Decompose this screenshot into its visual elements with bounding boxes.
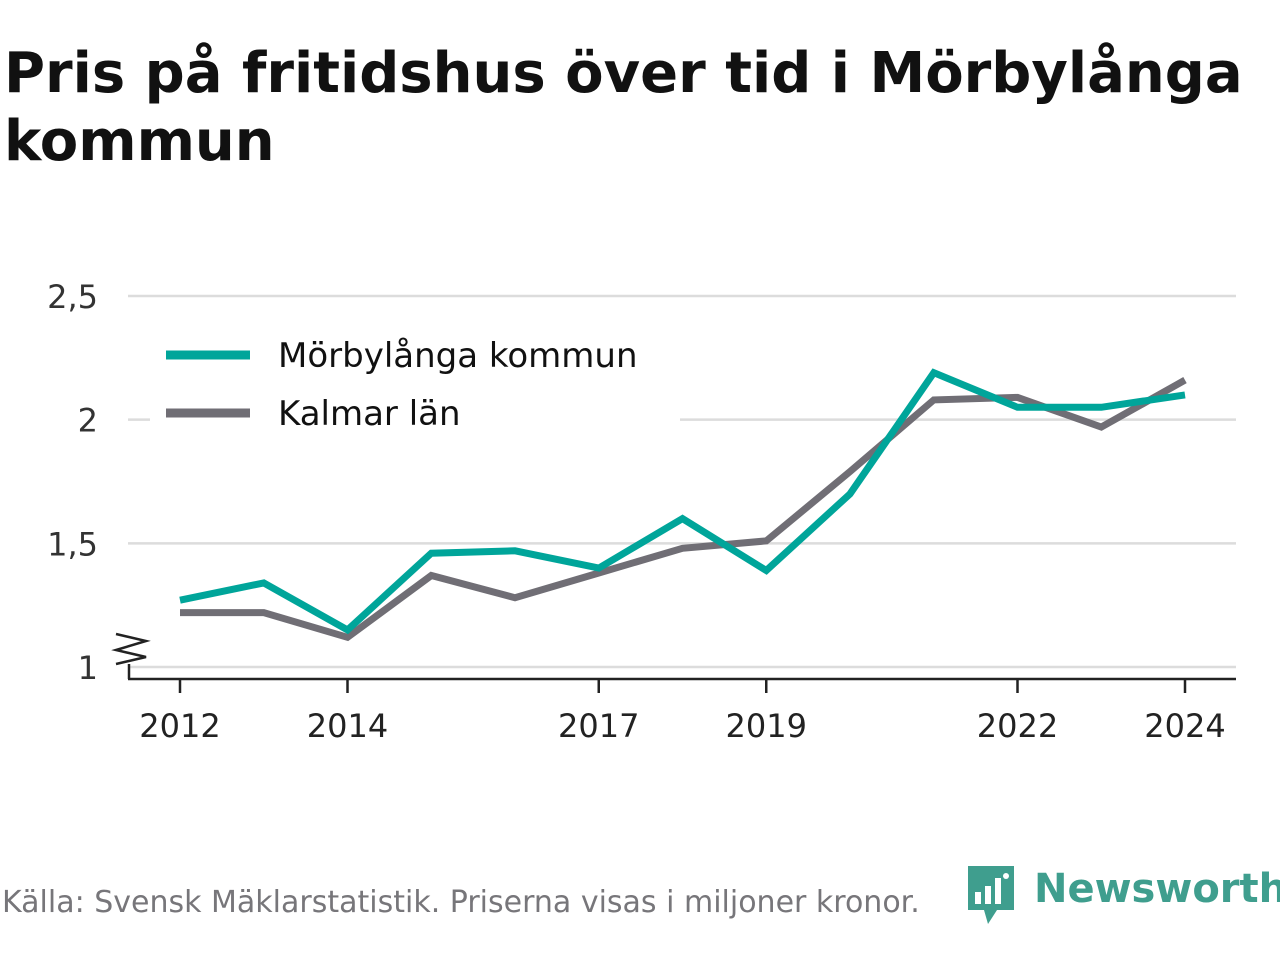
brand-name: Newsworthy bbox=[1034, 866, 1280, 912]
axis-break-icon bbox=[111, 632, 151, 666]
legend-box bbox=[150, 330, 680, 440]
legend-background bbox=[150, 330, 680, 440]
legend-label: Kalmar län bbox=[278, 394, 461, 434]
chart-title: Pris på fritidshus över tid i Mörbylånga… bbox=[4, 41, 1243, 174]
legend: Mörbylånga kommun Kalmar län bbox=[166, 336, 638, 434]
x-tick-label: 2019 bbox=[726, 707, 807, 745]
source-note: Källa: Svensk Mäklarstatistik. Priserna … bbox=[2, 885, 920, 920]
legend-label: Mörbylånga kommun bbox=[278, 336, 638, 376]
x-axis: 2012 2014 2017 2019 2022 2024 bbox=[111, 624, 1236, 745]
series-lines bbox=[179, 368, 1187, 642]
gridlines bbox=[128, 294, 1236, 669]
y-tick-label: 1,5 bbox=[47, 525, 98, 563]
series-line-kalmar bbox=[180, 377, 1187, 642]
newsworthy-logo-icon bbox=[968, 866, 1014, 924]
y-tick-label: 1 bbox=[78, 649, 98, 687]
x-tick-label: 2022 bbox=[977, 707, 1058, 745]
x-tick-label: 2014 bbox=[307, 707, 388, 745]
y-tick-label: 2,5 bbox=[47, 278, 98, 316]
y-tick-label: 2 bbox=[78, 402, 98, 440]
x-tick-label: 2017 bbox=[558, 707, 639, 745]
x-tick-label: 2024 bbox=[1144, 707, 1225, 745]
series-line-morbylanga bbox=[179, 368, 1186, 635]
x-tick-label: 2012 bbox=[139, 707, 220, 745]
y-axis-tick-labels: 1 1,5 2 2,5 bbox=[47, 278, 98, 687]
